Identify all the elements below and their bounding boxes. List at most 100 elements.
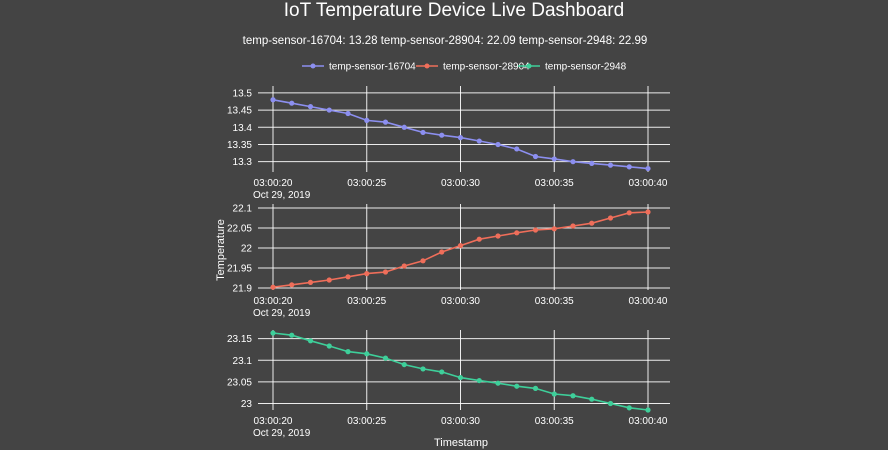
- data-point-temp-sensor-28904[interactable]: [570, 223, 576, 229]
- data-point-temp-sensor-2948[interactable]: [514, 383, 520, 389]
- data-point-temp-sensor-2948[interactable]: [607, 400, 614, 407]
- data-point-temp-sensor-2948[interactable]: [364, 351, 370, 357]
- x-tick-label: 03:00:25: [347, 416, 386, 427]
- data-point-temp-sensor-16704[interactable]: [364, 117, 370, 123]
- data-point-temp-sensor-16704[interactable]: [270, 97, 276, 103]
- data-point-temp-sensor-2948[interactable]: [457, 374, 464, 381]
- x-tick-label: 03:00:20: [254, 296, 293, 307]
- x-tick-label: 03:00:25: [347, 296, 386, 307]
- data-point-temp-sensor-2948[interactable]: [439, 369, 445, 375]
- data-point-temp-sensor-16704[interactable]: [626, 164, 632, 170]
- data-point-temp-sensor-28904[interactable]: [495, 233, 501, 239]
- legend-marker-temp-sensor-2948: [526, 63, 532, 69]
- data-point-temp-sensor-16704[interactable]: [289, 100, 295, 106]
- x-tick-date: Oct 29, 2019: [253, 190, 311, 201]
- data-point-temp-sensor-16704[interactable]: [326, 107, 332, 113]
- x-tick-label: 03:00:25: [347, 178, 386, 189]
- x-tick-label: 03:00:30: [441, 178, 480, 189]
- x-tick-date: Oct 29, 2019: [253, 308, 311, 319]
- data-point-temp-sensor-16704[interactable]: [589, 160, 595, 166]
- y-tick-label: 22.05: [227, 224, 252, 235]
- data-point-temp-sensor-16704[interactable]: [439, 132, 445, 138]
- data-point-temp-sensor-2948[interactable]: [307, 338, 314, 344]
- data-point-temp-sensor-28904[interactable]: [345, 274, 351, 280]
- legend-label-temp-sensor-28904[interactable]: temp-sensor-28904: [443, 62, 530, 73]
- data-point-temp-sensor-28904[interactable]: [514, 230, 520, 236]
- data-point-temp-sensor-28904[interactable]: [326, 277, 332, 283]
- data-point-temp-sensor-16704[interactable]: [607, 162, 614, 168]
- data-point-temp-sensor-2948[interactable]: [382, 355, 389, 361]
- data-point-temp-sensor-2948[interactable]: [626, 405, 632, 411]
- data-point-temp-sensor-16704[interactable]: [514, 146, 520, 152]
- data-point-temp-sensor-28904[interactable]: [457, 243, 464, 249]
- data-point-temp-sensor-2948[interactable]: [532, 385, 539, 391]
- y-tick-label: 13.3: [233, 157, 253, 168]
- data-point-temp-sensor-2948[interactable]: [645, 407, 651, 413]
- y-axis-title: Temperature: [215, 219, 227, 281]
- data-point-temp-sensor-2948[interactable]: [420, 366, 426, 372]
- data-point-temp-sensor-28904[interactable]: [420, 258, 426, 264]
- data-point-temp-sensor-28904[interactable]: [645, 209, 651, 215]
- data-point-temp-sensor-16704[interactable]: [532, 153, 539, 160]
- y-tick-label: 23.05: [227, 377, 252, 388]
- data-point-temp-sensor-16704[interactable]: [476, 138, 482, 144]
- data-point-temp-sensor-16704[interactable]: [401, 124, 407, 130]
- data-point-temp-sensor-2948[interactable]: [551, 391, 557, 397]
- data-point-temp-sensor-28904[interactable]: [532, 227, 539, 233]
- data-point-temp-sensor-16704[interactable]: [307, 104, 314, 110]
- data-point-temp-sensor-2948[interactable]: [270, 330, 276, 336]
- data-point-temp-sensor-2948[interactable]: [345, 349, 351, 355]
- data-point-temp-sensor-28904[interactable]: [476, 236, 482, 242]
- data-point-temp-sensor-16704[interactable]: [457, 135, 464, 141]
- x-axis-title: Timestamp: [434, 437, 488, 449]
- data-point-temp-sensor-2948[interactable]: [495, 380, 501, 386]
- x-tick-label: 03:00:35: [535, 296, 574, 307]
- data-point-temp-sensor-16704[interactable]: [495, 141, 501, 148]
- data-point-temp-sensor-28904[interactable]: [307, 279, 314, 285]
- y-tick-label: 23.15: [227, 334, 252, 345]
- data-point-temp-sensor-2948[interactable]: [401, 361, 407, 368]
- data-point-temp-sensor-28904[interactable]: [270, 284, 276, 290]
- y-tick-label: 13.4: [233, 123, 253, 134]
- data-point-temp-sensor-28904[interactable]: [589, 220, 595, 226]
- data-point-temp-sensor-28904[interactable]: [289, 282, 295, 288]
- y-tick-label: 13.45: [227, 106, 252, 117]
- data-point-temp-sensor-16704[interactable]: [382, 119, 389, 125]
- data-point-temp-sensor-2948[interactable]: [570, 393, 576, 399]
- legend-label-temp-sensor-16704[interactable]: temp-sensor-16704: [329, 62, 416, 73]
- y-tick-label: 22: [241, 244, 253, 255]
- legend: temp-sensor-16704 temp-sensor-28904 temp-s…: [302, 62, 627, 73]
- data-point-temp-sensor-28904[interactable]: [382, 269, 389, 275]
- x-tick-label: 03:00:40: [629, 296, 668, 307]
- x-tick-label: 03:00:20: [254, 416, 293, 427]
- data-point-temp-sensor-2948[interactable]: [326, 343, 332, 349]
- data-point-temp-sensor-2948[interactable]: [589, 396, 595, 402]
- data-point-temp-sensor-16704[interactable]: [420, 129, 426, 136]
- data-point-temp-sensor-16704[interactable]: [570, 159, 576, 165]
- x-tick-label: 03:00:35: [535, 416, 574, 427]
- data-point-temp-sensor-16704[interactable]: [345, 110, 351, 117]
- x-tick-label: 03:00:30: [441, 296, 480, 307]
- data-point-temp-sensor-2948[interactable]: [289, 332, 295, 338]
- y-tick-label: 22.1: [233, 204, 253, 215]
- data-point-temp-sensor-28904[interactable]: [626, 210, 632, 216]
- y-tick-label: 13.5: [233, 88, 253, 99]
- data-point-temp-sensor-28904[interactable]: [401, 263, 407, 269]
- data-point-temp-sensor-16704[interactable]: [551, 156, 557, 162]
- data-point-temp-sensor-16704[interactable]: [645, 165, 651, 172]
- y-tick-label: 21.9: [233, 284, 253, 295]
- x-tick-label: 03:00:40: [629, 416, 668, 427]
- legend-label-temp-sensor-2948[interactable]: temp-sensor-2948: [545, 62, 627, 73]
- data-point-temp-sensor-28904[interactable]: [607, 215, 614, 221]
- data-point-temp-sensor-28904[interactable]: [551, 226, 557, 232]
- y-tick-label: 23: [241, 399, 253, 410]
- data-point-temp-sensor-2948[interactable]: [476, 377, 482, 384]
- data-point-temp-sensor-28904[interactable]: [439, 249, 445, 255]
- x-tick-label: 03:00:40: [629, 178, 668, 189]
- legend-marker-temp-sensor-16704: [310, 63, 316, 69]
- data-point-temp-sensor-28904[interactable]: [364, 271, 370, 277]
